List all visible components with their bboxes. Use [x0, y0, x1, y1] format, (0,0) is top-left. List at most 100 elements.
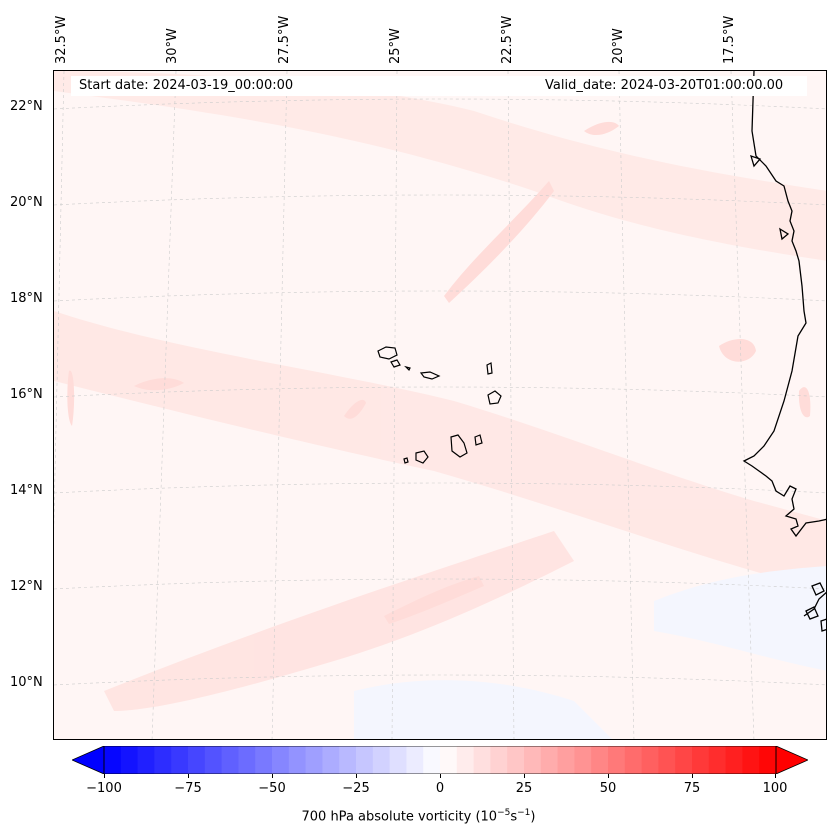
- lat-label-22n: 22°N: [10, 99, 43, 114]
- island-sao-nicolau: [419, 371, 441, 380]
- colorbar-segment: [272, 746, 290, 774]
- colorbar-label-suffix: ): [530, 809, 536, 825]
- colorbar-segment: [507, 746, 525, 774]
- colorbar-segment: [339, 746, 357, 774]
- parallel-12n: [54, 578, 826, 590]
- tick-label-neg100: −100: [86, 781, 122, 796]
- colorbar-segment: [120, 746, 139, 774]
- tick-mark: [524, 774, 525, 778]
- header-band: [71, 76, 807, 96]
- island-maio: [474, 434, 483, 446]
- valid-date-label: Valid_date: 2024-03-20T01:00:00.00: [545, 78, 784, 93]
- cape-verde-islands: [377, 346, 502, 464]
- lat-label-14n: 14°N: [10, 483, 43, 498]
- lat-label-18n: 18°N: [10, 291, 43, 306]
- colorbar-segment: [574, 746, 592, 774]
- vorticity-band-center: [54, 311, 826, 591]
- tick-mark: [440, 774, 441, 778]
- colorbar-segment: [440, 746, 458, 774]
- tick-label-0: 0: [435, 781, 445, 796]
- lat-label-10n: 10°N: [10, 675, 43, 690]
- lon-label-30w: 30°W: [165, 28, 180, 64]
- colorbar-segment: [490, 746, 508, 774]
- coast-bijagos-1: [811, 582, 825, 596]
- parallel-14n: [54, 482, 826, 494]
- colorbar-outline: [103, 746, 777, 774]
- colorbar-segment: [692, 746, 710, 774]
- colorbar-segment: [171, 746, 189, 774]
- vorticity-blob-3: [719, 339, 756, 362]
- coast-nw-bump: [750, 154, 762, 168]
- colorbar-label: 700 hPa absolute vorticity (10−5s−1): [0, 808, 837, 824]
- lon-label-17-5w: 17.5°W: [722, 15, 737, 64]
- colorbar-segment: [708, 746, 727, 774]
- colorbar-segment: [389, 746, 407, 774]
- colorbar-segment: [742, 746, 760, 774]
- colorbar-segment: [372, 746, 391, 774]
- colorbar-segment: [608, 746, 626, 774]
- colorbar-segment: [204, 746, 223, 774]
- colorbar-segment: [188, 746, 206, 774]
- lon-label-22-5w: 22.5°W: [500, 15, 515, 64]
- colorbar-segment: [322, 746, 340, 774]
- colorbar-segment: [473, 746, 491, 774]
- colorbar-segment: [238, 746, 256, 774]
- lon-label-27-5w: 27.5°W: [277, 15, 292, 64]
- colorbar-segment: [524, 746, 542, 774]
- vorticity-band-south: [104, 531, 574, 711]
- meridian-27-5w: [271, 71, 288, 739]
- vorticity-negative-area-2: [654, 566, 826, 671]
- colorbar-segment: [591, 746, 609, 774]
- tick-mark: [188, 774, 189, 778]
- meridian-32-5w: [54, 71, 65, 532]
- coast-dakhla: [779, 227, 790, 241]
- vorticity-blob-5: [584, 121, 619, 136]
- colorbar-segment: [725, 746, 743, 774]
- island-santa-luzia: [404, 365, 411, 372]
- graticule: [54, 71, 826, 739]
- lon-label-32-5w: 32.5°W: [54, 15, 69, 64]
- tick-label-25: 25: [515, 781, 533, 796]
- tick-label-50: 50: [599, 781, 617, 796]
- vorticity-streak-2: [384, 576, 484, 624]
- vorticity-band-north: [54, 71, 826, 261]
- parallel-10n: [54, 674, 826, 686]
- colorbar-segments: [104, 746, 777, 774]
- colorbar-segment: [104, 746, 122, 774]
- colorbar-extend-min: [72, 746, 105, 774]
- map-canvas: [54, 71, 826, 739]
- coast-mainland: [742, 71, 826, 538]
- colorbar-extend-max: [775, 746, 808, 774]
- island-santiago: [450, 434, 468, 458]
- lon-label-25w: 25°W: [388, 28, 403, 64]
- island-santo-antao: [377, 346, 398, 360]
- colorbar-segment: [540, 746, 559, 774]
- vorticity-streak-1: [444, 181, 554, 303]
- meridian-25w: [391, 71, 398, 739]
- vorticity-blob-2: [344, 399, 366, 419]
- colorbar-segment: [557, 746, 575, 774]
- colorbar-label-prefix: 700 hPa absolute vorticity (10: [301, 809, 498, 825]
- island-sal: [486, 362, 493, 375]
- lat-label-12n: 12°N: [10, 579, 43, 594]
- island-sao-vicente: [390, 359, 401, 368]
- island-fogo: [415, 450, 429, 464]
- colorbar: [72, 746, 808, 774]
- tick-label-neg75: −75: [174, 781, 202, 796]
- colorbar-segment: [675, 746, 693, 774]
- colorbar-segment: [406, 746, 424, 774]
- coast-bijagos-3: [820, 618, 826, 632]
- colorbar-segment: [255, 746, 273, 774]
- tick-mark: [692, 774, 693, 778]
- map-panel: [53, 70, 827, 740]
- lon-label-20w: 20°W: [611, 28, 626, 64]
- meridian-22-5w: [507, 71, 515, 739]
- colorbar-segment: [137, 746, 155, 774]
- tick-label-neg50: −50: [258, 781, 286, 796]
- colorbar-label-exp2: −1: [517, 808, 531, 818]
- colorbar-segment: [759, 746, 777, 774]
- tick-label-neg25: −25: [342, 781, 370, 796]
- colorbar-segment: [288, 746, 307, 774]
- vorticity-negative-area: [354, 680, 612, 739]
- island-brava: [403, 457, 409, 464]
